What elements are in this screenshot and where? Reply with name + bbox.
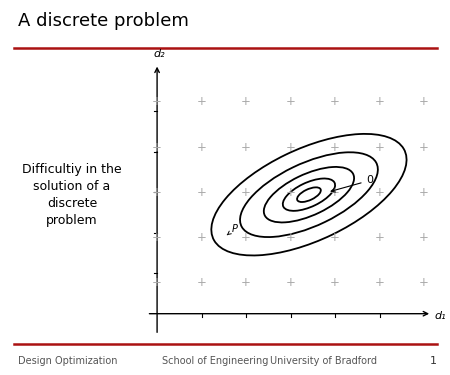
Text: +: +	[241, 141, 251, 154]
Text: 0: 0	[331, 176, 374, 192]
Text: University of Bradford: University of Bradford	[270, 356, 377, 366]
Text: +: +	[419, 231, 429, 244]
Text: d₁: d₁	[435, 311, 446, 321]
Text: +: +	[286, 95, 296, 108]
Text: +: +	[375, 95, 385, 108]
Text: +: +	[197, 95, 207, 108]
Text: +: +	[419, 141, 429, 154]
Text: +: +	[197, 141, 207, 154]
Text: 1: 1	[429, 356, 436, 366]
Text: +: +	[286, 186, 296, 199]
Text: +: +	[152, 186, 162, 199]
Text: School of Engineering: School of Engineering	[162, 356, 268, 366]
Text: +: +	[286, 276, 296, 289]
Text: +: +	[152, 95, 162, 108]
Text: +: +	[241, 186, 251, 199]
Text: +: +	[197, 231, 207, 244]
Text: +: +	[286, 231, 296, 244]
Text: +: +	[152, 141, 162, 154]
Text: +: +	[197, 276, 207, 289]
Text: +: +	[241, 276, 251, 289]
Text: +: +	[330, 141, 340, 154]
Text: +: +	[152, 276, 162, 289]
Text: +: +	[419, 95, 429, 108]
Text: +: +	[241, 95, 251, 108]
Text: +: +	[152, 231, 162, 244]
Text: Design Optimization: Design Optimization	[18, 356, 117, 366]
Text: +: +	[375, 141, 385, 154]
Text: +: +	[197, 186, 207, 199]
Text: +: +	[330, 231, 340, 244]
Text: +: +	[330, 95, 340, 108]
Text: P: P	[227, 224, 238, 235]
Text: +: +	[375, 231, 385, 244]
Text: Difficultiy in the
solution of a
discrete
problem: Difficultiy in the solution of a discret…	[22, 163, 122, 227]
Text: +: +	[330, 276, 340, 289]
Text: +: +	[375, 276, 385, 289]
Text: +: +	[375, 186, 385, 199]
Text: +: +	[419, 186, 429, 199]
Text: +: +	[419, 276, 429, 289]
Text: A discrete problem: A discrete problem	[18, 12, 189, 30]
Text: +: +	[286, 141, 296, 154]
Text: +: +	[330, 186, 340, 199]
Text: d₂: d₂	[154, 49, 166, 59]
Text: +: +	[241, 231, 251, 244]
